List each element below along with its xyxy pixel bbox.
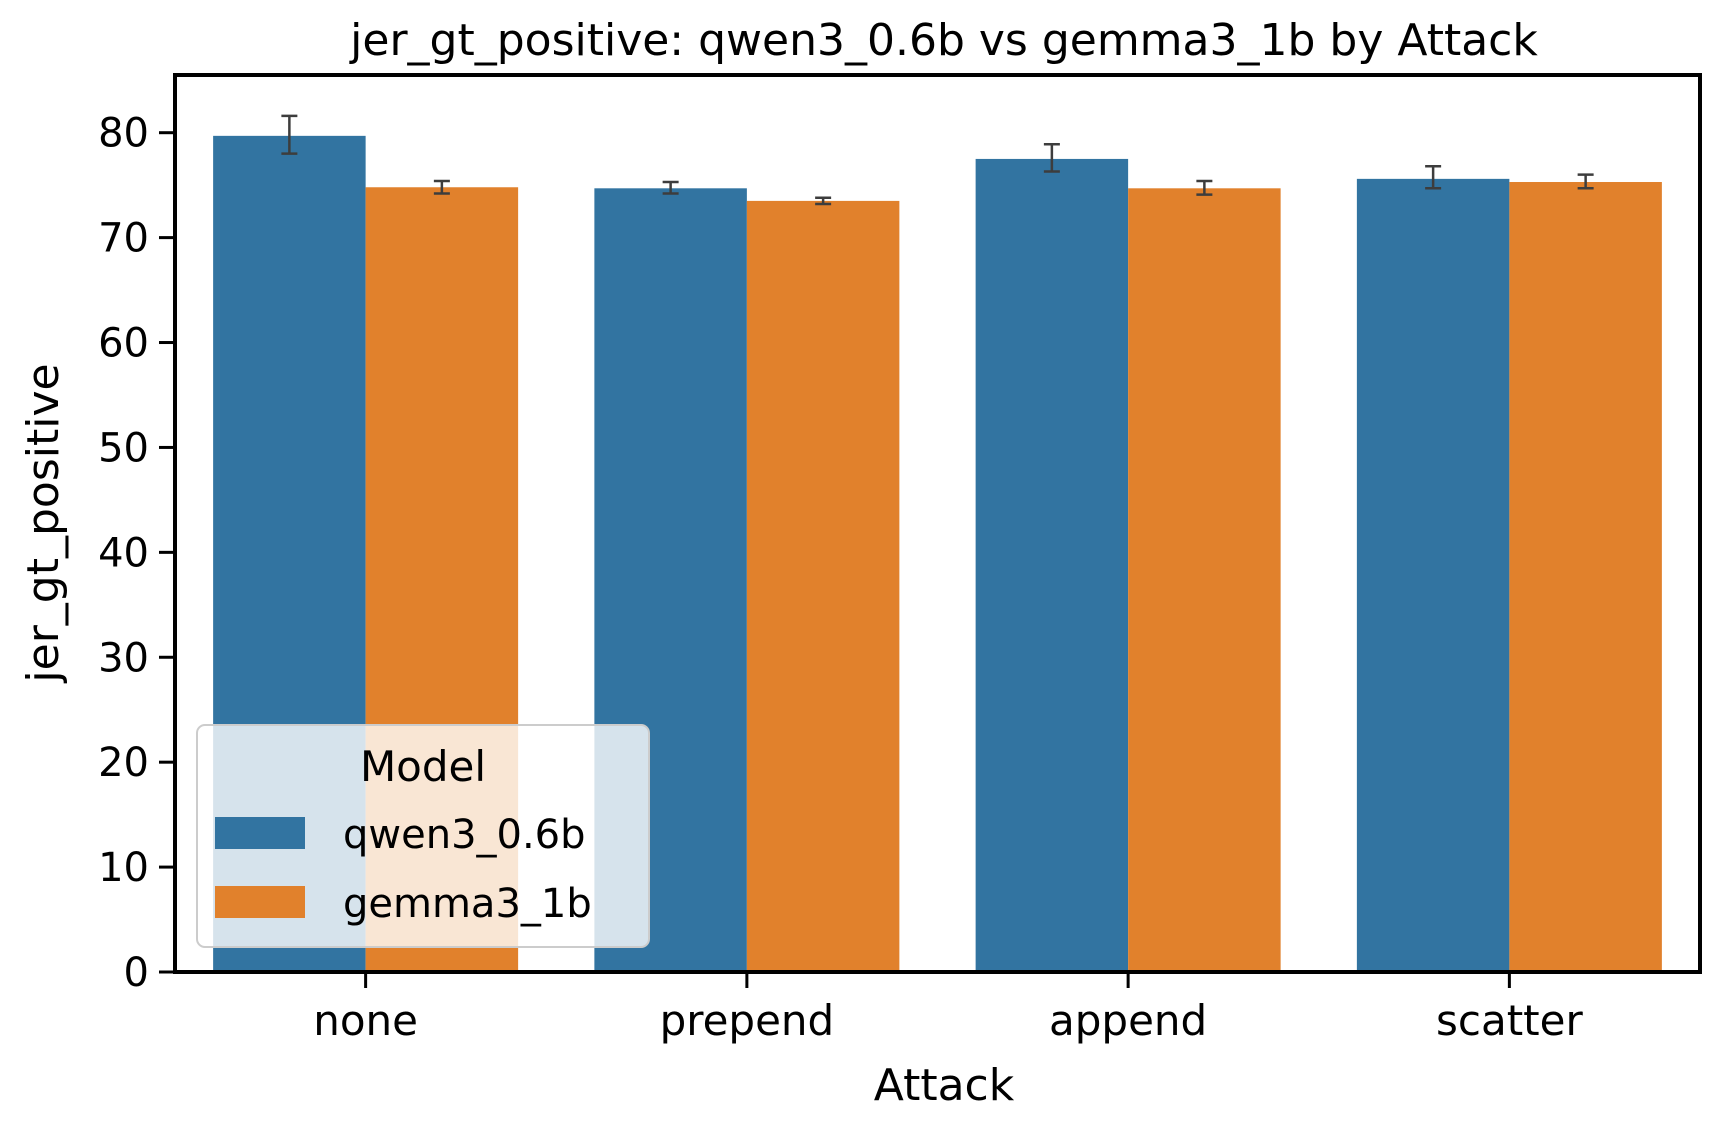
bar-qwen3_0.6b-append bbox=[975, 158, 1129, 973]
y-tick-label-80: 80 bbox=[98, 111, 149, 157]
legend-label-gemma3: gemma3_1b bbox=[343, 881, 592, 927]
legend-title: Model bbox=[360, 742, 486, 791]
y-tick-label-50: 50 bbox=[98, 425, 149, 471]
y-tick-label-30: 30 bbox=[98, 635, 149, 681]
y-tick-label-20: 20 bbox=[98, 740, 149, 786]
bar-gemma3_1b-append bbox=[1128, 188, 1281, 972]
y-tick-label-10: 10 bbox=[98, 845, 149, 891]
error-bars-group bbox=[281, 114, 1594, 206]
legend-box bbox=[196, 724, 650, 948]
y-tick-label-0: 0 bbox=[124, 950, 149, 996]
y-tick-label-40: 40 bbox=[98, 530, 149, 576]
chart-title: jer_gt_positive: qwen3_0.6b vs gemma3_1b… bbox=[349, 15, 1538, 66]
x-tick-label-prepend: prepend bbox=[660, 996, 835, 1045]
y-axis: 0 10 20 30 40 50 60 70 80 bbox=[98, 111, 175, 996]
bar-gemma3_1b-scatter bbox=[1509, 182, 1662, 973]
y-tick-label-60: 60 bbox=[98, 321, 149, 367]
bar-gemma3_1b-prepend bbox=[746, 200, 900, 973]
legend-label-qwen3: qwen3_0.6b bbox=[343, 812, 586, 858]
legend-swatch-qwen3 bbox=[215, 817, 305, 849]
y-tick-label-70: 70 bbox=[98, 216, 149, 262]
x-tick-label-none: none bbox=[313, 996, 418, 1045]
x-tick-label-scatter: scatter bbox=[1436, 996, 1583, 1045]
x-tick-label-append: append bbox=[1049, 996, 1207, 1045]
plot-frame bbox=[173, 73, 1702, 974]
bar-qwen3_0.6b-scatter bbox=[1356, 178, 1510, 972]
x-axis-label: Attack bbox=[874, 1060, 1015, 1111]
legend-swatch-gemma3 bbox=[215, 886, 305, 918]
legend: Model qwen3_0.6b gemma3_1b bbox=[196, 724, 650, 948]
x-axis: none prepend append scatter bbox=[313, 972, 1583, 1045]
y-axis-label: jer_gt_positive bbox=[18, 363, 69, 683]
